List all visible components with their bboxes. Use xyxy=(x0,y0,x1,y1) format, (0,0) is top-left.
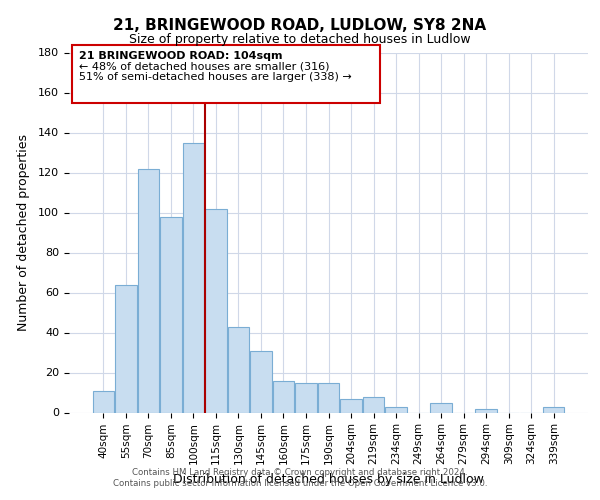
Bar xyxy=(160,216,182,412)
Text: Size of property relative to detached houses in Ludlow: Size of property relative to detached ho… xyxy=(129,32,471,46)
Text: ← 48% of detached houses are smaller (316): ← 48% of detached houses are smaller (31… xyxy=(79,62,330,72)
Bar xyxy=(182,142,204,412)
Bar xyxy=(295,382,317,412)
Bar xyxy=(318,382,339,412)
Bar xyxy=(273,380,294,412)
Bar xyxy=(475,408,497,412)
Y-axis label: Number of detached properties: Number of detached properties xyxy=(17,134,30,331)
Text: 21 BRINGEWOOD ROAD: 104sqm: 21 BRINGEWOOD ROAD: 104sqm xyxy=(79,50,283,60)
Bar xyxy=(205,208,227,412)
Bar xyxy=(250,350,272,412)
Bar xyxy=(137,168,159,412)
Bar xyxy=(363,396,384,412)
Bar xyxy=(430,402,452,412)
X-axis label: Distribution of detached houses by size in Ludlow: Distribution of detached houses by size … xyxy=(173,472,484,486)
Bar xyxy=(385,406,407,412)
Bar xyxy=(543,406,565,412)
Bar xyxy=(340,398,362,412)
Bar xyxy=(115,284,137,412)
Bar xyxy=(228,326,249,412)
Text: 51% of semi-detached houses are larger (338) →: 51% of semi-detached houses are larger (… xyxy=(79,72,352,83)
Text: Contains HM Land Registry data © Crown copyright and database right 2024.
Contai: Contains HM Land Registry data © Crown c… xyxy=(113,468,487,487)
FancyBboxPatch shape xyxy=(71,46,380,103)
Text: 21, BRINGEWOOD ROAD, LUDLOW, SY8 2NA: 21, BRINGEWOOD ROAD, LUDLOW, SY8 2NA xyxy=(113,18,487,32)
Bar xyxy=(92,390,114,412)
